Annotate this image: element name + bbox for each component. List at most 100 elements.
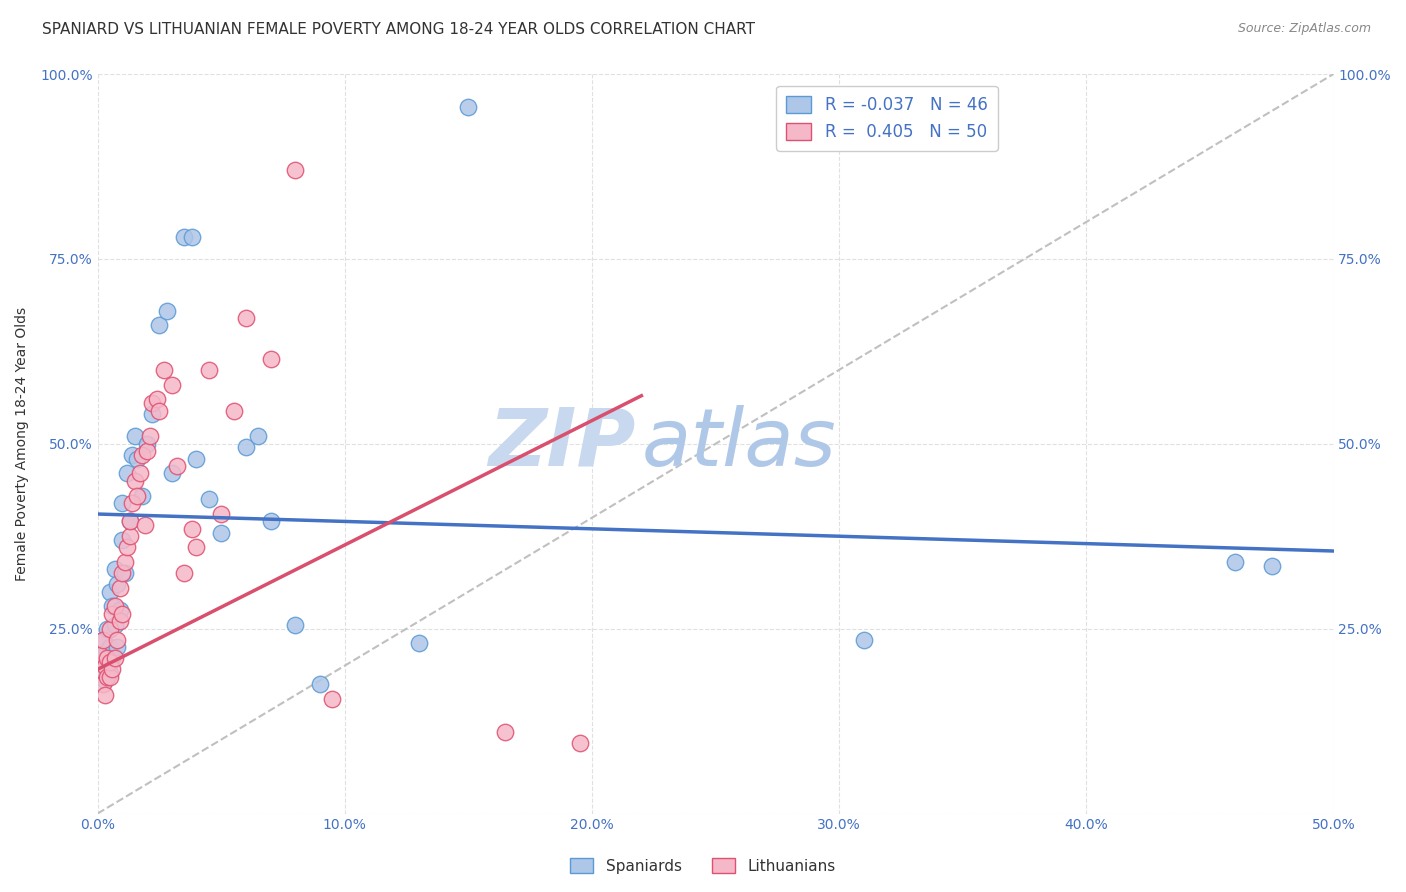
Point (166, 458, 188, 473)
Point (1223, 555, 1246, 569)
Point (186, 541, 208, 555)
Point (98, 670, 121, 684)
Point (173, 229, 195, 244)
Point (160, 377, 183, 392)
Point (141, 396, 163, 410)
Point (121, 496, 143, 510)
Point (186, 451, 208, 466)
Point (141, 407, 163, 421)
Point (309, 677, 332, 691)
Point (160, 467, 183, 481)
Point (222, 403, 245, 417)
Point (89, 662, 111, 676)
Point (117, 467, 139, 481)
Point (96, 651, 118, 665)
Point (118, 529, 141, 543)
Point (148, 403, 170, 417)
Point (284, 163, 307, 178)
Text: SPANIARD VS LITHUANIAN FEMALE POVERTY AMONG 18-24 YEAR OLDS CORRELATION CHART: SPANIARD VS LITHUANIAN FEMALE POVERTY AM… (42, 22, 755, 37)
Point (108, 581, 131, 595)
Point (98, 666, 121, 681)
Point (153, 363, 176, 377)
Point (198, 363, 221, 377)
Point (121, 448, 143, 462)
Point (94, 688, 117, 702)
Point (101, 651, 124, 665)
Point (259, 351, 281, 366)
Point (105, 632, 128, 647)
Point (104, 599, 127, 614)
Point (136, 437, 159, 451)
Point (494, 725, 516, 739)
Point (89, 648, 111, 662)
Point (98, 584, 121, 599)
Text: ZIP: ZIP (488, 405, 636, 483)
Point (105, 640, 128, 655)
Point (101, 607, 124, 621)
Point (105, 577, 128, 591)
Point (96, 670, 118, 684)
Point (101, 662, 124, 676)
Point (127, 451, 149, 466)
Point (104, 651, 127, 665)
Point (111, 607, 134, 621)
Point (96, 644, 118, 658)
Point (101, 599, 124, 614)
Point (108, 603, 131, 617)
Point (148, 318, 170, 333)
Point (118, 515, 141, 529)
Point (852, 632, 875, 647)
Point (94, 658, 117, 673)
Point (173, 566, 195, 581)
Point (321, 692, 343, 706)
Point (111, 533, 134, 547)
Point (98, 655, 121, 669)
Point (91, 677, 114, 691)
Point (209, 525, 232, 540)
Text: atlas: atlas (641, 405, 837, 483)
Point (111, 566, 134, 581)
Point (284, 618, 307, 632)
Point (1260, 558, 1282, 573)
Point (235, 441, 257, 455)
Point (114, 555, 136, 569)
Point (96, 622, 118, 636)
Point (124, 429, 146, 443)
Point (457, 100, 479, 114)
Point (118, 515, 141, 529)
Point (131, 448, 153, 462)
Point (91, 632, 114, 647)
Point (146, 392, 169, 407)
Point (259, 515, 281, 529)
Point (124, 474, 146, 488)
Point (98, 622, 121, 636)
Point (134, 518, 156, 533)
Y-axis label: Female Poverty Among 18-24 Year Olds: Female Poverty Among 18-24 Year Olds (15, 307, 30, 581)
Point (91, 632, 114, 647)
Point (91, 648, 114, 662)
Point (104, 562, 127, 576)
Point (104, 618, 127, 632)
Legend: Spaniards, Lithuanians: Spaniards, Lithuanians (564, 852, 842, 880)
Point (131, 489, 153, 503)
Point (98, 640, 121, 655)
Point (127, 489, 149, 503)
Text: Source: ZipAtlas.com: Source: ZipAtlas.com (1237, 22, 1371, 36)
Legend: R = -0.037   N = 46, R =  0.405   N = 50: R = -0.037 N = 46, R = 0.405 N = 50 (776, 86, 998, 151)
Point (568, 736, 591, 750)
Point (180, 229, 202, 244)
Point (138, 429, 160, 443)
Point (247, 429, 270, 443)
Point (111, 496, 134, 510)
Point (198, 492, 221, 507)
Point (180, 522, 202, 536)
Point (94, 658, 117, 673)
Point (408, 636, 430, 650)
Point (89, 662, 111, 676)
Point (128, 467, 150, 481)
Point (94, 673, 117, 688)
Point (156, 303, 179, 318)
Point (114, 566, 136, 581)
Point (235, 311, 257, 326)
Point (209, 507, 232, 521)
